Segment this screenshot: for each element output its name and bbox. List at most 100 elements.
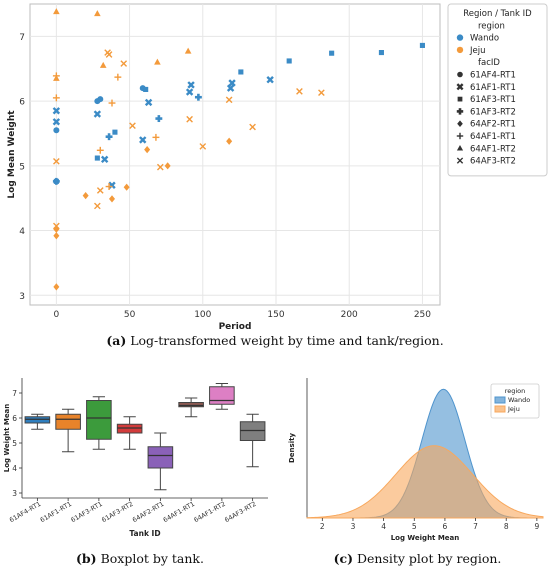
- scatter-point: [114, 73, 122, 81]
- scatter-y-tick-label: 6: [19, 98, 25, 108]
- scatter-point: [139, 136, 147, 144]
- scatter-point-stroke2: [52, 107, 61, 115]
- scatter-y-tick-label: 3: [19, 292, 25, 302]
- scatter-point-stroke2: [129, 122, 136, 130]
- scatter-legend-label: 61AF1-RT1: [470, 83, 516, 93]
- density-legend-swatch: [494, 396, 506, 404]
- scatter-legend-marker-shape: [457, 96, 463, 102]
- scatter-point-shape: [286, 58, 292, 64]
- box-body: [239, 421, 266, 441]
- scatter-point: [94, 202, 101, 210]
- scatter-legend-marker: [456, 83, 464, 91]
- scatter-point-shape: [94, 10, 101, 17]
- caption-a-tag: (a): [106, 333, 127, 348]
- scatter-point: [286, 58, 292, 64]
- box-body: [147, 446, 174, 469]
- scatter-point: [109, 195, 115, 203]
- caption-c-text: Density plot by region.: [353, 551, 502, 566]
- box-x-tick-label: 61AF3-RT2: [100, 500, 134, 524]
- box-body: [86, 400, 112, 440]
- scatter-point-stroke2: [185, 88, 194, 96]
- scatter-point: [129, 122, 136, 130]
- scatter-point: [225, 96, 233, 104]
- caption-b-tag: (b): [76, 551, 97, 566]
- scatter-point: [82, 192, 89, 200]
- scatter-point: [105, 133, 113, 141]
- scatter-point: [186, 115, 193, 123]
- scatter-point: [155, 115, 163, 123]
- scatter-legend-label: 61AF3-RT2: [470, 107, 516, 117]
- scatter-point-stroke2: [94, 202, 101, 210]
- scatter-point: [96, 146, 104, 154]
- scatter-legend-label: Jeju: [469, 46, 486, 56]
- scatter-point-shape: [53, 74, 60, 81]
- box-y-tick-label: 5: [12, 439, 17, 448]
- density-y-axis-label: Density: [288, 433, 296, 463]
- scatter-point-shape: [329, 50, 335, 56]
- scatter-point-stroke2: [100, 155, 109, 164]
- scatter-point-stroke2: [228, 79, 236, 87]
- scatter-point-stroke2: [266, 76, 274, 84]
- scatter-point-stroke2: [199, 143, 207, 150]
- density-x-tick-label: 5: [412, 522, 417, 531]
- scatter-point: [318, 89, 325, 97]
- box-group: [86, 396, 112, 450]
- scatter-legend-marker: [456, 46, 464, 54]
- scatter-point-stroke2: [120, 60, 128, 67]
- scatter-point-stroke2: [226, 84, 235, 92]
- box-x-tick-label: 64AF1-RT2: [192, 500, 226, 524]
- box-x-tick-label: 64AF3-RT2: [223, 500, 257, 524]
- caption-c-tag: (c): [333, 551, 354, 566]
- density-legend-title: region: [505, 387, 526, 395]
- scatter-point: [154, 58, 161, 65]
- scatter-legend-title: Region / Tank ID: [463, 9, 532, 19]
- scatter-x-tick-label: 100: [194, 310, 211, 320]
- scatter-legend-label: 64AF3-RT2: [470, 157, 516, 167]
- scatter-point-stroke2: [96, 187, 104, 194]
- scatter-point: [96, 187, 104, 194]
- scatter-x-axis-label: Period: [219, 322, 252, 330]
- scatter-point-shape: [99, 61, 107, 68]
- scatter-x-tick-label: 250: [414, 310, 431, 320]
- box-x-tick-label: 61AF1-RT1: [39, 500, 73, 524]
- scatter-legend-facid-header: facID: [478, 58, 500, 68]
- scatter-point: [53, 157, 60, 165]
- scatter-x-tick-label: 0: [53, 310, 59, 320]
- scatter-point: [93, 110, 102, 118]
- density-legend-label: Wando: [508, 396, 530, 404]
- scatter-plot-area: [29, 3, 441, 306]
- scatter-point-shape: [123, 183, 130, 191]
- scatter-point-stroke2: [53, 222, 60, 230]
- scatter-point: [53, 283, 60, 291]
- scatter-point: [53, 222, 60, 230]
- scatter-point-shape: [53, 127, 60, 134]
- box-body: [178, 402, 204, 408]
- scatter-y-axis-label: Log Mean Weight: [7, 110, 17, 199]
- scatter-point: [419, 42, 425, 48]
- box-y-tick-label: 3: [12, 489, 17, 498]
- scatter-point: [100, 155, 109, 164]
- scatter-point: [249, 123, 256, 131]
- scatter-point: [164, 162, 171, 170]
- density-x-axis-label: Log Weight Mean: [391, 534, 460, 542]
- scatter-point: [108, 99, 116, 107]
- scatter-legend-label: 64AF1-RT1: [470, 132, 516, 142]
- density-chart: 2 3 4 5 6 7 8 9 Log Weight Mean Density regionWand…: [288, 378, 544, 542]
- scatter-point: [226, 84, 235, 92]
- scatter-legend-marker: [456, 108, 464, 115]
- scatter-point-stroke2: [186, 115, 193, 123]
- scatter-point: [296, 88, 303, 95]
- density-x-tick-label: 3: [351, 522, 356, 531]
- scatter-point-stroke2: [187, 81, 195, 89]
- box-y-tick-label: 7: [12, 389, 17, 398]
- scatter-point-shape: [109, 195, 115, 203]
- scatter-point: [52, 107, 61, 115]
- scatter-point-shape: [53, 283, 60, 291]
- scatter-legend-label: Wando: [470, 34, 499, 44]
- box-body: [209, 386, 235, 405]
- density-legend-label: Jeju: [507, 405, 520, 413]
- box-group: [209, 383, 235, 410]
- scatter-point-stroke2: [318, 89, 325, 97]
- scatter-point: [52, 177, 60, 185]
